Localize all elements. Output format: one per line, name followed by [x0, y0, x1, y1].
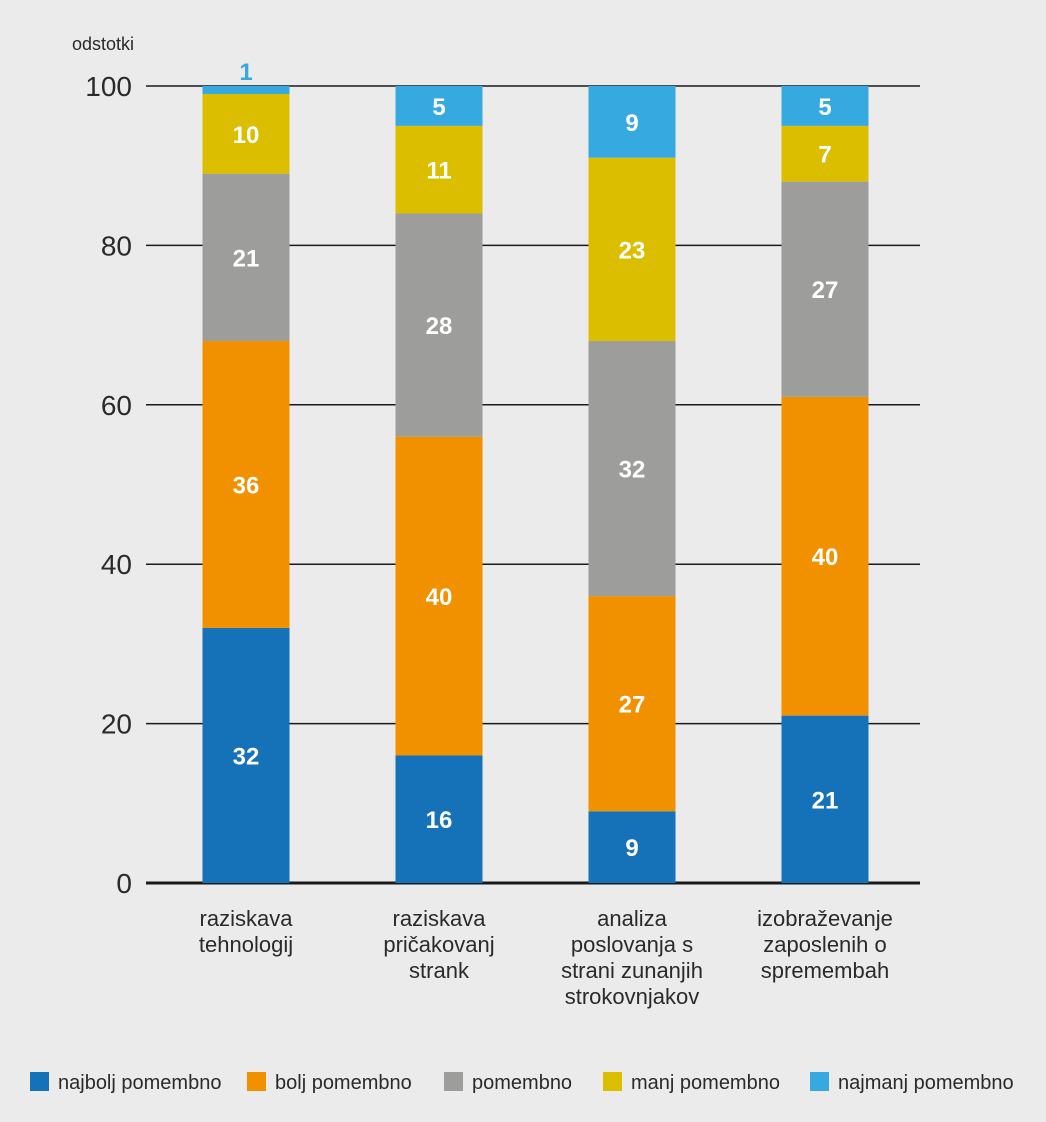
data-label: 32 — [619, 457, 646, 484]
data-label: 28 — [426, 313, 453, 340]
category-label-line: raziskava — [200, 906, 294, 931]
bar-segment — [588, 86, 676, 158]
y-unit-label: odstotki — [72, 34, 134, 54]
category-label-line: poslovanja s — [571, 932, 693, 957]
category-label: raziskava tehnologij — [199, 906, 293, 957]
bar-segment — [588, 341, 676, 597]
data-label: 10 — [233, 122, 260, 149]
bar-segment — [202, 627, 290, 883]
category-label-line: pričakovanj — [383, 932, 494, 957]
y-tick-label: 40 — [101, 549, 132, 580]
legend-label: najmanj pomembno — [838, 1072, 1014, 1094]
y-tick-label: 20 — [101, 709, 132, 740]
data-label: 21 — [233, 245, 260, 272]
data-label: 9 — [625, 110, 638, 137]
category-label: izobraževanje zaposlenih o spremembah — [757, 906, 893, 983]
legend-swatch — [30, 1072, 49, 1091]
data-label: 40 — [426, 584, 453, 611]
y-tick-label: 100 — [85, 71, 132, 102]
data-label: 11 — [426, 158, 451, 185]
category-label: raziskava pričakovanj strank — [383, 906, 494, 983]
data-label: 27 — [619, 692, 646, 719]
category-label-line: strank — [409, 958, 470, 983]
y-tick-label: 80 — [101, 230, 132, 261]
data-label: 9 — [625, 835, 638, 862]
category-label-line: izobraževanje — [757, 906, 893, 931]
category-label: analiza poslovanja s strani zunanjih stroko… — [561, 906, 703, 1009]
bar-segment — [781, 396, 869, 716]
data-label: 5 — [432, 94, 445, 121]
legend-label: manj pomembno — [631, 1072, 780, 1094]
data-label: 36 — [233, 473, 260, 500]
bar-segment — [202, 93, 290, 174]
bar-segment — [781, 125, 869, 182]
category-label-line: analiza — [597, 906, 667, 931]
legend-swatch — [247, 1072, 266, 1091]
data-label: 23 — [619, 237, 646, 264]
bar-segment — [395, 125, 483, 214]
category-label-line: strokovnjakov — [565, 984, 700, 1009]
bar-segment — [395, 86, 483, 126]
bar-segment — [588, 157, 676, 342]
bar-segment — [781, 86, 869, 126]
data-label: 16 — [426, 807, 453, 834]
category-label-line: tehnologij — [199, 932, 293, 957]
bar-segment — [588, 596, 676, 812]
bar-segment — [202, 173, 290, 342]
bar-segment — [781, 181, 869, 397]
legend-swatch — [444, 1072, 463, 1091]
bar-segment — [781, 715, 869, 883]
legend-label: pomembno — [472, 1072, 572, 1094]
data-label: 5 — [818, 94, 831, 121]
bar-segment — [202, 86, 290, 94]
data-label: 32 — [233, 743, 260, 770]
data-label: 1 — [239, 59, 252, 86]
legend-swatch — [810, 1072, 829, 1091]
bar-segment — [588, 811, 676, 883]
legend-label: bolj pomembno — [275, 1072, 412, 1094]
category-label-line: spremembah — [761, 958, 889, 983]
y-tick-label: 60 — [101, 390, 132, 421]
category-label-line: strani zunanjih — [561, 958, 703, 983]
bar-segment — [395, 213, 483, 437]
legend-swatch — [603, 1072, 622, 1091]
legend-label: najbolj pomembno — [58, 1072, 221, 1094]
category-label-line: raziskava — [393, 906, 487, 931]
bar-segment — [395, 436, 483, 756]
data-label: 40 — [812, 544, 839, 571]
y-tick-label: 0 — [116, 868, 132, 899]
bar-segment — [202, 341, 290, 628]
data-label: 21 — [812, 787, 839, 814]
data-label: 27 — [812, 277, 839, 304]
bar-segment — [395, 755, 483, 883]
category-label-line: zaposlenih o — [763, 932, 887, 957]
data-label: 7 — [818, 142, 831, 169]
